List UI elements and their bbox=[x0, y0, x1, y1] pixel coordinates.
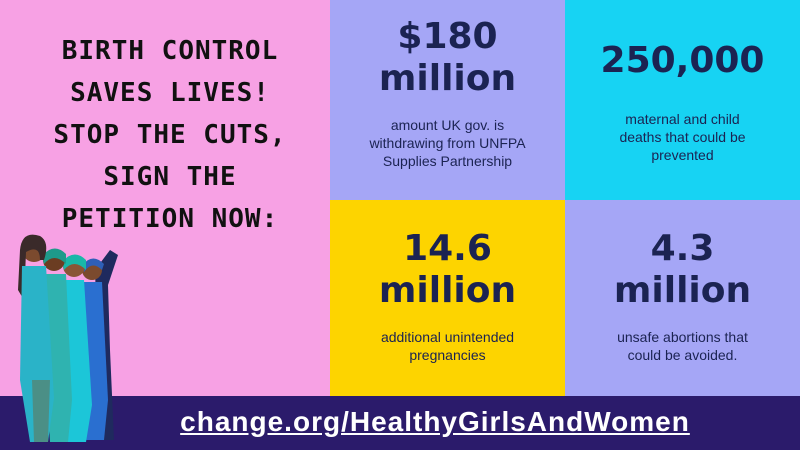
stat-panel: 250,000 maternal and child deaths that cou… bbox=[565, 0, 800, 200]
stat-description: Supplies Partnership bbox=[382, 153, 513, 169]
stat-description: unsafe abortions that bbox=[617, 329, 748, 345]
stat-description: withdrawing from UNFPA bbox=[369, 135, 526, 151]
women-illustration bbox=[18, 234, 118, 442]
stat-value: $180 bbox=[397, 16, 498, 57]
heading-line: STOP THE CUTS, bbox=[53, 120, 287, 150]
woman bbox=[18, 234, 54, 442]
stat-panel: $180 million amount UK gov. is withdrawing … bbox=[330, 0, 565, 200]
stat-value: 14.6 bbox=[403, 228, 492, 269]
stat-value: 250,000 bbox=[600, 40, 765, 81]
footer-bar: change.org/HealthyGirlsAndWomen bbox=[0, 396, 800, 450]
petition-link[interactable]: change.org/HealthyGirlsAndWomen bbox=[180, 406, 690, 437]
stat-panel: 4.3 million unsafe abortions that could be … bbox=[565, 200, 800, 396]
stat-description: maternal and child bbox=[625, 111, 740, 127]
heading-line: SIGN THE bbox=[103, 162, 237, 192]
stat-description: prevented bbox=[651, 147, 714, 163]
heading-line: SAVES LIVES! bbox=[70, 78, 270, 108]
stat-description: deaths that could be bbox=[619, 129, 746, 145]
stat-description: amount UK gov. is bbox=[390, 117, 505, 133]
stat-description: could be avoided. bbox=[627, 347, 738, 363]
heading: BIRTH CONTROL SAVES LIVES! STOP THE CUTS, S… bbox=[20, 30, 320, 240]
stat-value: million bbox=[378, 270, 517, 311]
stat-value: million bbox=[378, 58, 517, 99]
stat-value: million bbox=[613, 270, 752, 311]
stat-description: additional unintended bbox=[380, 329, 515, 345]
heading-line: PETITION NOW: bbox=[61, 204, 279, 234]
stat-value: 4.3 bbox=[650, 228, 715, 269]
stat-panel: 14.6 million additional unintended pregnanc… bbox=[330, 200, 565, 396]
stat-description: pregnancies bbox=[409, 347, 486, 363]
heading-line: BIRTH CONTROL bbox=[61, 36, 279, 66]
